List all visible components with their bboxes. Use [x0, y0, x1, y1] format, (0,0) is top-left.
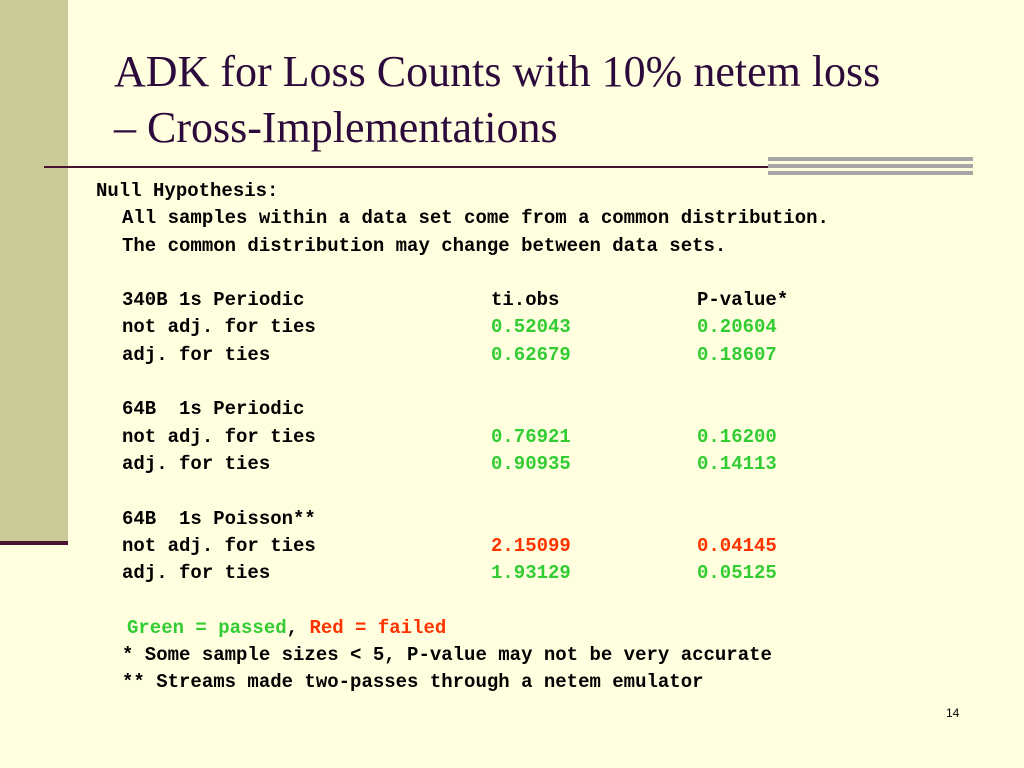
pvalue-value: 0.20604 — [697, 316, 777, 339]
column-header-pvalue: P-value* — [697, 289, 789, 312]
table-row: adj. for ties 0.62679 0.18607 — [96, 342, 777, 369]
legend-passed: Green = passed — [127, 616, 287, 639]
legend-separator: , — [286, 616, 299, 639]
pvalue-value: 0.04145 — [697, 534, 777, 557]
left-band-underline — [0, 541, 68, 545]
pvalue-value: 0.16200 — [697, 425, 777, 448]
row-label: adj. for ties — [122, 343, 271, 366]
tiobs-value: 0.76921 — [491, 425, 571, 448]
pvalue-value: 0.18607 — [697, 343, 777, 366]
tiobs-value: 0.90935 — [491, 452, 571, 475]
null-hypothesis-heading: Null Hypothesis: — [96, 180, 279, 202]
tiobs-value: 1.93129 — [491, 562, 571, 585]
tiobs-value: 0.62679 — [491, 343, 571, 366]
footnote-1: * Some sample sizes < 5, P-value may not… — [122, 644, 772, 667]
pvalue-value: 0.05125 — [697, 562, 777, 585]
footnote-2: ** Streams made two-passes through a net… — [122, 671, 704, 694]
row-label: not adj. for ties — [122, 534, 316, 557]
column-header-tiobs: ti.obs — [491, 289, 560, 312]
slide-number: 14 — [946, 706, 960, 720]
row-label: not adj. for ties — [122, 425, 316, 448]
title-divider-line — [44, 166, 770, 168]
legend-failed: Red = failed — [309, 616, 447, 639]
row-label: adj. for ties — [122, 452, 271, 475]
table-row: not adj. for ties 0.52043 0.20604 — [96, 314, 777, 341]
group-label: 64B 1s Poisson** — [122, 507, 316, 530]
slide-body: Null Hypothesis: All samples within a da… — [96, 178, 829, 697]
table-row: adj. for ties 0.90935 0.14113 — [96, 451, 777, 478]
pvalue-value: 0.14113 — [697, 452, 777, 475]
row-label: adj. for ties — [122, 562, 271, 585]
tiobs-value: 2.15099 — [491, 534, 571, 557]
group-label: 340B 1s Periodic — [122, 289, 305, 312]
row-label: not adj. for ties — [122, 316, 316, 339]
tiobs-value: 0.52043 — [491, 316, 571, 339]
table-row: not adj. for ties 2.15099 0.04145 — [96, 533, 777, 560]
title-divider-accent — [768, 157, 973, 178]
group-label: 64B 1s Periodic — [122, 398, 305, 421]
left-decorative-band — [0, 0, 68, 541]
group-header-row: 64B 1s Periodic — [96, 396, 304, 423]
null-hypothesis-line-2: The common distribution may change betwe… — [122, 234, 727, 257]
slide-title: ADK for Loss Counts with 10% netem loss … — [114, 44, 994, 156]
slide-title-line-1: ADK for Loss Counts with 10% netem loss — [114, 47, 881, 96]
slide-title-line-2: – Cross-Implementations — [114, 103, 558, 152]
table-row: not adj. for ties 0.76921 0.16200 — [96, 424, 777, 451]
group-header-row: 64B 1s Poisson** — [96, 506, 316, 533]
legend: Green = passed, Red = failed — [96, 615, 446, 642]
table-row: adj. for ties 1.93129 0.05125 — [96, 560, 777, 587]
group-header-row: 340B 1s Periodic ti.obs P-value* — [96, 287, 788, 314]
null-hypothesis-line-1: All samples within a data set come from … — [122, 207, 829, 230]
